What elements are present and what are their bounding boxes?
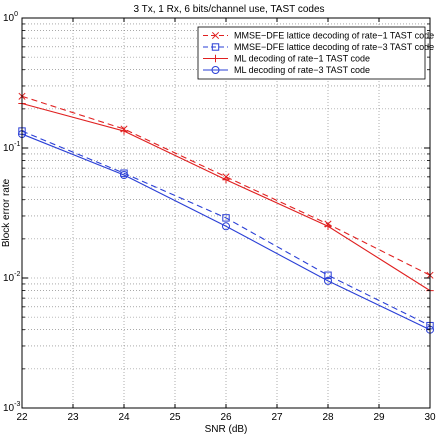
- data-point: [120, 170, 128, 179]
- y-tick-label: 10-2: [3, 271, 20, 284]
- y-axis-label: Block error rate: [1, 178, 12, 247]
- chart-title: 3 Tx, 1 Rx, 6 bits/channel use, TAST cod…: [133, 4, 324, 15]
- data-point: [324, 222, 332, 230]
- legend: MMSE−DFE lattice decoding of rate−1 TAST…: [197, 26, 434, 80]
- legend-marker: [211, 43, 220, 51]
- x-tick-label: 27: [271, 412, 283, 423]
- series-line: [21, 133, 431, 331]
- legend-box: [197, 26, 426, 80]
- data-point: [222, 222, 230, 231]
- x-tick-label: 22: [16, 412, 28, 423]
- data-point: [324, 271, 332, 279]
- data-point: [222, 176, 230, 184]
- y-tick-label: 10-3: [3, 401, 20, 414]
- data-point: [324, 276, 332, 285]
- y-ticks: 100 10-1 10-2 10-3: [3, 11, 430, 414]
- legend-marker: [211, 54, 220, 63]
- series-line: [21, 95, 431, 276]
- legend-label: ML decoding of rate−1 TAST code: [234, 54, 370, 64]
- data-series: [18, 92, 434, 334]
- x-tick-label: 30: [424, 412, 436, 423]
- x-tick-label: 23: [67, 412, 79, 423]
- legend-label: MMSE−DFE lattice decoding of rate−1 TAST…: [234, 31, 434, 41]
- legend-label: ML decoding of rate−3 TAST code: [234, 65, 370, 75]
- legend-marker: [211, 66, 220, 74]
- x-ticks: 22 23 24 25 26 27 28 29 30: [16, 18, 436, 423]
- series-line: [21, 130, 431, 327]
- legend-marker: [211, 31, 220, 40]
- data-point: [120, 127, 128, 135]
- y-tick-label: 10-1: [3, 141, 20, 154]
- data-point: [222, 214, 230, 222]
- x-tick-label: 28: [322, 412, 334, 423]
- x-tick-label: 29: [373, 412, 385, 423]
- y-tick-label: 100: [3, 11, 18, 24]
- x-axis-label: SNR (dB): [205, 424, 248, 435]
- x-tick-label: 24: [118, 412, 130, 423]
- legend-label: MMSE−DFE lattice decoding of rate−3 TAST…: [234, 42, 434, 52]
- x-tick-label: 26: [220, 412, 232, 423]
- x-tick-label: 25: [169, 412, 181, 423]
